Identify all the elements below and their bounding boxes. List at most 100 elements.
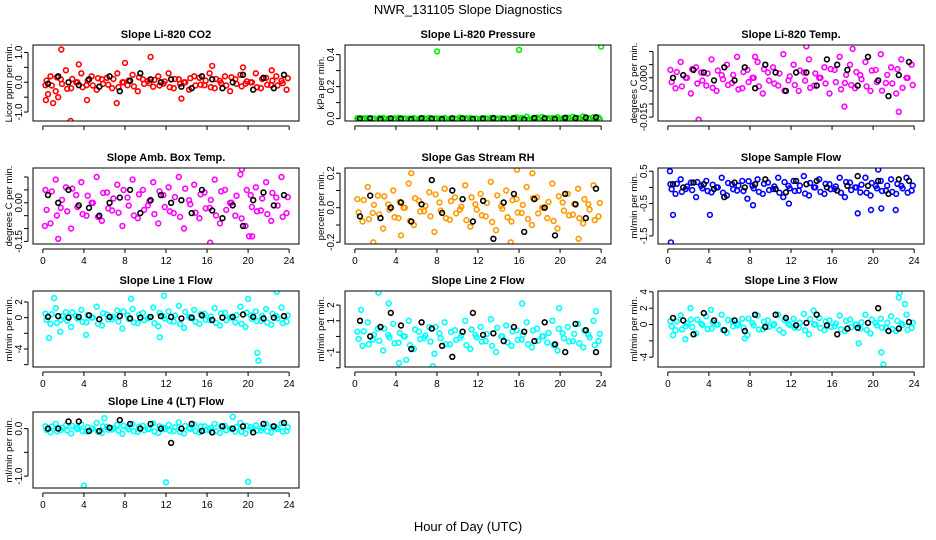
x-tick-label: 0 [665,256,671,267]
point-main [909,319,916,326]
point-main [524,215,532,223]
point-main [549,180,556,187]
point-black [551,232,559,239]
point-main [903,311,910,318]
point-black [669,181,677,188]
point-black [270,84,277,92]
point-black [510,323,518,331]
point-main [43,77,50,84]
point-main [151,210,158,218]
point-main [837,86,845,93]
point-main [673,180,680,188]
point-black [531,195,538,203]
point-main [867,192,874,199]
point-black [782,189,790,196]
point-main [878,324,886,331]
panel-title: Slope Line 4 (LT) Flow [108,396,224,408]
point-main [836,312,843,319]
point-outlier [80,482,88,488]
point-main [776,70,783,77]
point-main [677,312,684,319]
point-main [591,216,598,224]
point-black [198,186,206,194]
point-main [714,321,721,328]
point-main [83,319,90,326]
point-black [690,179,697,186]
data-points [667,45,916,121]
point-black [572,201,579,208]
point-main [248,79,256,86]
point-main [672,327,679,334]
point-main [810,82,818,89]
point-main [390,187,397,194]
point-outlier [408,170,415,177]
point-black [270,202,277,209]
x-tick-label: 24 [596,256,608,267]
point-outlier [395,359,403,367]
point-main [171,193,179,201]
point-main [129,71,136,79]
point-black [582,327,589,334]
point-main [821,64,828,71]
point-main [238,320,245,327]
y-tick-label: 4 [639,289,650,295]
point-main [226,87,234,95]
point-outlier [841,103,848,110]
point-main [125,202,132,209]
point-main [672,84,679,92]
point-black [137,425,144,432]
y-tick-label: 1 [326,318,337,324]
panel-title: Slope Li-820 CO2 [121,29,211,41]
point-main [692,193,700,201]
point-black [669,74,677,82]
point-main [463,216,470,224]
point-main [889,80,896,87]
point-black [280,419,288,427]
point-main [124,194,131,201]
y-tick-label: -1.5 [639,227,650,245]
point-main [508,342,515,349]
point-main [883,319,891,326]
point-main [806,315,814,323]
point-main [468,326,475,333]
point-black [690,331,697,338]
point-main [196,215,203,222]
point-main [247,191,254,199]
point-black [582,214,589,222]
data-points [354,45,605,121]
point-main [739,84,746,92]
point-main [795,187,802,194]
point-black [44,80,52,87]
point-black [106,73,113,80]
point-main [570,330,578,338]
point-main [175,173,183,181]
point-black [905,177,913,185]
point-main [360,328,367,335]
point-main [175,419,183,426]
point-black [895,71,902,79]
x-tick-label: 0 [352,379,358,390]
panel-10: Slope Line 4 (LT) Flow ml/min per min. 0 4 8… [4,396,300,511]
x-tick-label: 16 [201,379,213,390]
point-black [250,197,257,204]
point-main [115,209,122,216]
point-main [391,340,398,347]
point-black [280,191,288,199]
point-main [586,206,593,213]
y-tick-label: 0.5 [639,164,650,178]
point-main [134,215,142,222]
point-main [139,309,147,317]
point-outlier [75,61,83,68]
point-main [791,81,798,89]
point-outlier [54,235,62,243]
point-black [803,69,810,76]
point-black [219,84,226,92]
point-main [156,309,163,317]
point-main [274,202,281,209]
point-black [449,353,456,360]
point-black [490,330,497,337]
point-outlier [206,239,214,244]
point-main [79,318,86,326]
point-main [171,424,179,431]
point-main [673,68,680,76]
